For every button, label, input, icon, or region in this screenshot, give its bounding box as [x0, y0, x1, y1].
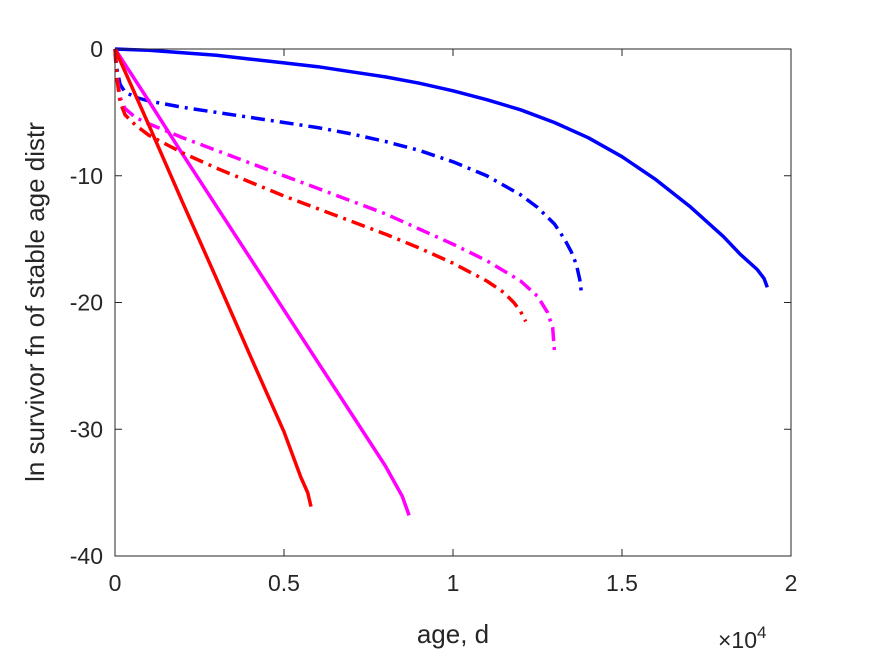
- y-tick-label: -10: [70, 163, 103, 189]
- series-line-5: [113, 48, 313, 508]
- y-tick-label: -30: [70, 416, 103, 442]
- x-tick-label: 2: [785, 570, 798, 596]
- x-tick-label: 1: [447, 570, 460, 596]
- y-tick-label: 0: [90, 36, 103, 62]
- x-multiplier-base: ×10: [718, 627, 757, 653]
- series-line-2: [113, 48, 584, 293]
- series-line-4: [113, 48, 557, 351]
- y-tick-label: -20: [70, 290, 103, 316]
- series-line-3: [113, 48, 411, 516]
- y-tick-label: -40: [70, 543, 103, 569]
- x-axis-multiplier: ×104: [718, 623, 766, 653]
- x-multiplier-exponent: 4: [757, 623, 766, 642]
- x-tick-label: 0.5: [268, 570, 300, 596]
- y-axis-label: ln survivor fn of stable age distr: [20, 122, 50, 482]
- series-layer: [113, 47, 769, 516]
- x-tick-label: 1.5: [606, 570, 638, 596]
- series-line-6: [113, 48, 528, 323]
- ticks-layer: 0 0.5 1 1.5 2 0 -10 -20 -30 -40: [70, 36, 798, 596]
- plot-area: [115, 49, 791, 556]
- x-axis-label: age, d: [417, 619, 489, 649]
- x-tick-label: 0: [109, 570, 122, 596]
- series-line-1: [114, 47, 769, 288]
